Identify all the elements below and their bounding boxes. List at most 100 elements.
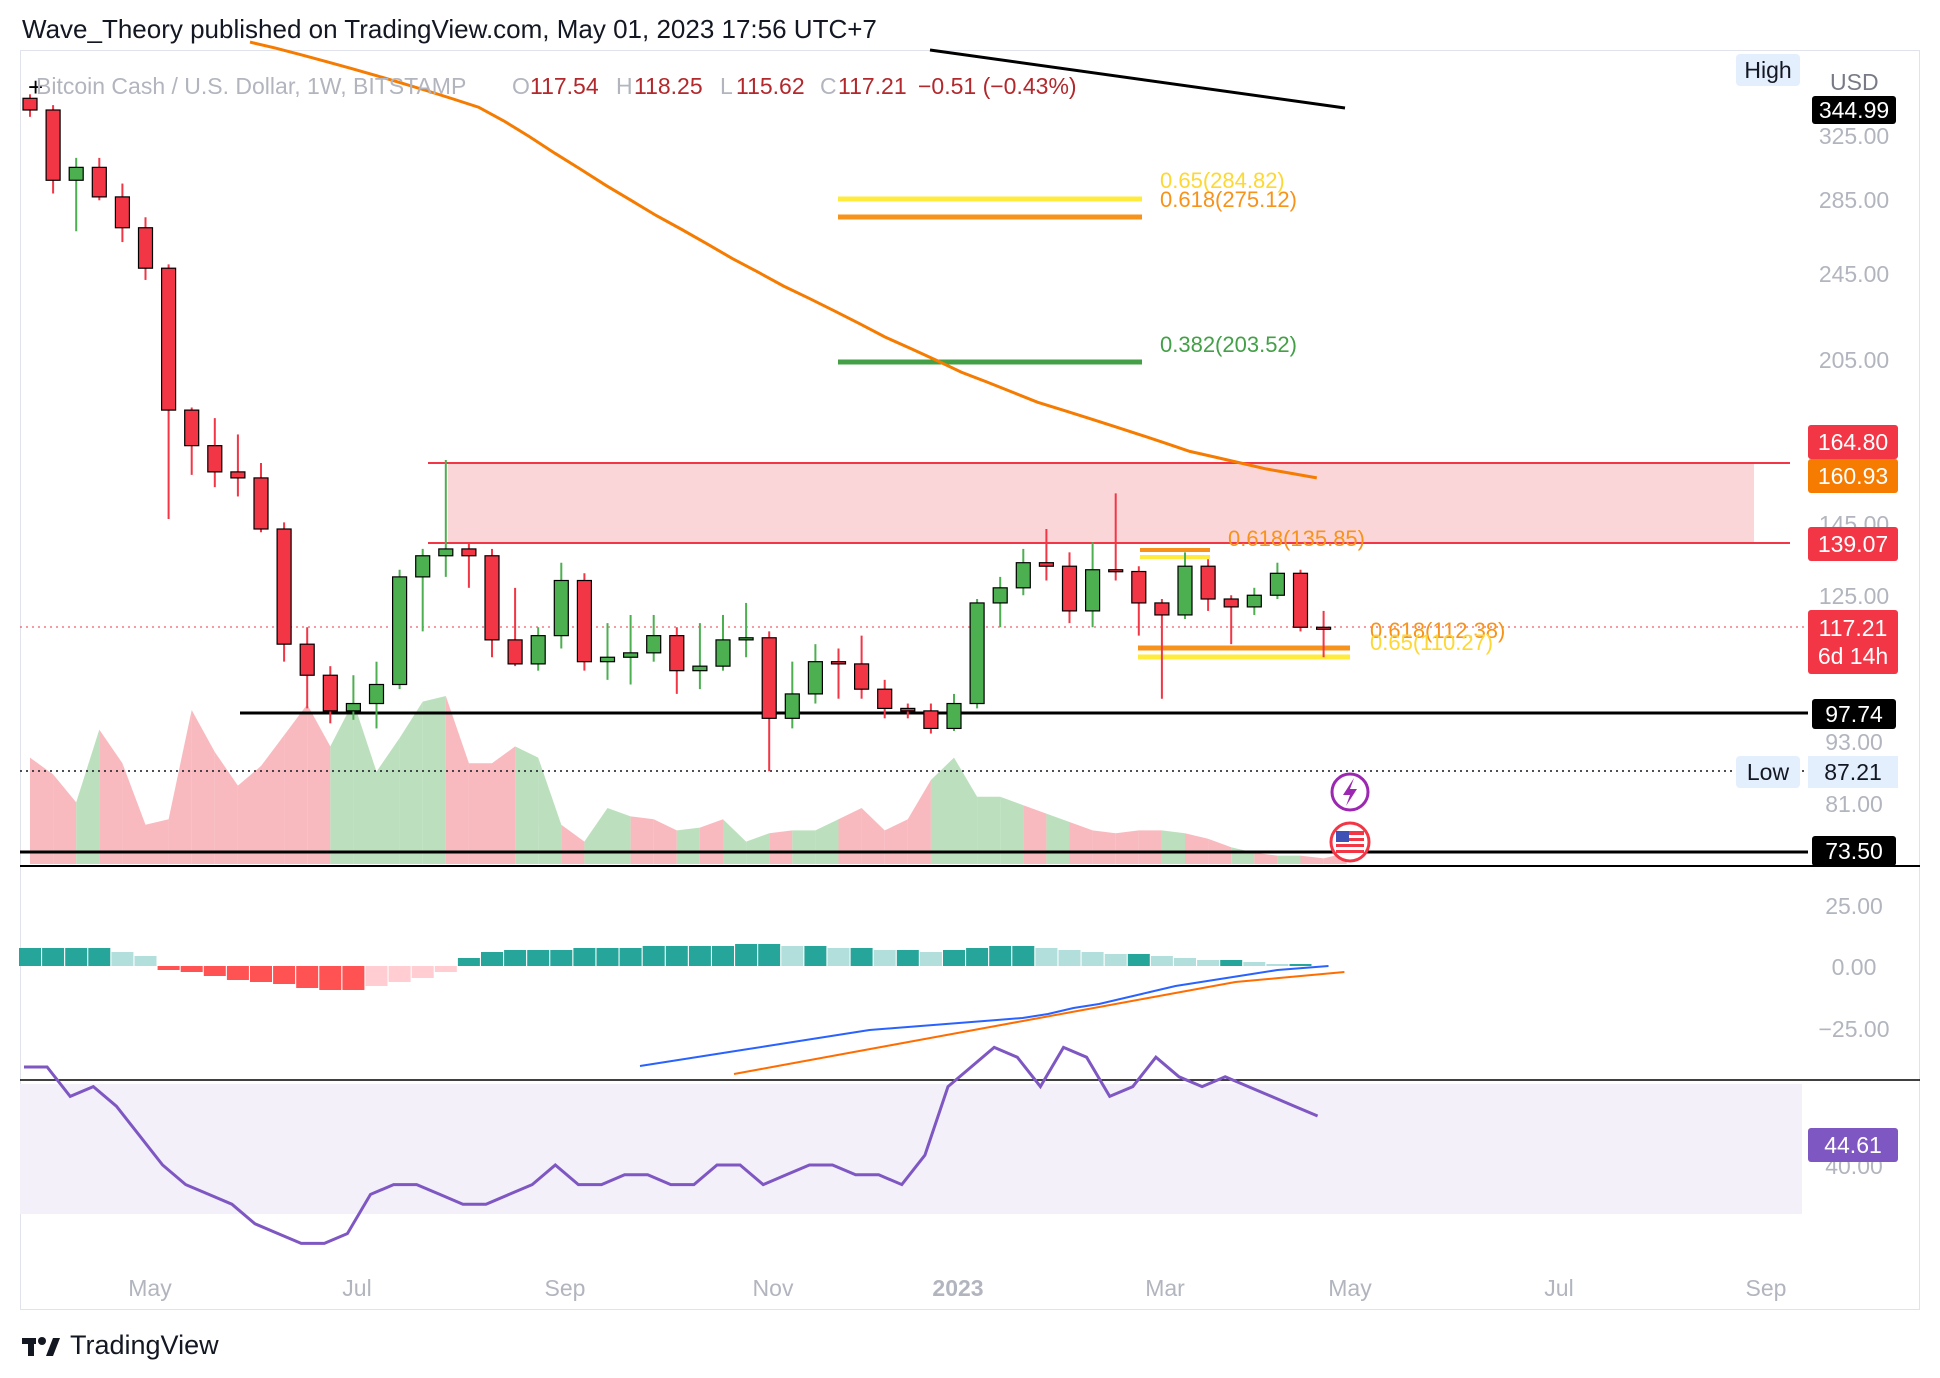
fib-label-0382: 0.382(203.52) [1160,332,1297,357]
volume-segment [515,746,539,864]
candle [1015,548,1031,596]
volume-segment [954,757,978,864]
fib-label-0618-lower: 0.618(112.38) [1370,618,1505,643]
volume-segment [53,774,77,864]
macd-tick-25: 25.00 [1825,893,1883,919]
volume-segment [561,824,585,864]
volume-segment [653,819,677,864]
volume-segment [723,819,747,864]
volume-area [30,696,1347,864]
price-label-73-text: 73.50 [1825,838,1883,864]
rsi-pane [24,1045,1319,1245]
fib-label-0618-mid: 0.618(135.85) [1228,526,1365,551]
chart-frame [20,50,1920,1310]
macd-bar [804,946,827,966]
volume-segment [261,735,285,864]
volume-segment [838,808,862,864]
price-label-87-box [1808,756,1898,788]
macd-bar [1058,950,1081,966]
candle [484,548,500,658]
candle [45,105,61,194]
candle [207,418,223,488]
macd-bar [1220,960,1243,966]
legend-h-value: 118.25 [634,73,703,99]
candle [553,562,569,649]
candle [969,599,985,709]
macd-bar [411,966,434,978]
candle [576,573,593,671]
macd-bar [1150,956,1173,966]
macd-bar [527,950,550,966]
candle [368,661,385,729]
macd-bar [42,948,65,966]
macd-bar [226,966,249,980]
candle [299,627,315,709]
volume-segment [1000,796,1024,864]
candle [738,602,754,658]
volume-segment [168,710,192,864]
volume-segment [746,833,770,864]
volume-segment [815,819,839,864]
legend-h-label: H [616,73,633,99]
candles [22,94,1332,772]
candle [91,157,107,201]
macd-bar [735,944,758,966]
candle [184,407,200,475]
footer: TradingView [22,1330,219,1361]
macd-bar [1174,958,1196,966]
candle [322,666,338,724]
candle [392,569,408,690]
svg-text:+: + [28,72,43,102]
candle [923,703,939,734]
macd-pane [19,944,1345,1075]
volume-segment [30,757,54,864]
y-tick-125: 125.00 [1819,583,1889,609]
candle [1154,599,1170,699]
price-scale[interactable]: High USD 344.99 325.00 285.00 245.00 205… [1736,54,1898,1179]
resistance-zone-layer [428,462,1790,544]
time-axis[interactable]: May Jul Sep Nov 2023 Mar May Jul Sep [128,1275,1786,1301]
resistance-zone [448,463,1754,543]
candle [507,587,523,667]
lightning-event-icon[interactable] [1330,772,1370,812]
macd-bar [434,966,457,972]
macd-bar [596,948,619,966]
high-label: High [1744,57,1791,83]
x-tick-2023: 2023 [932,1275,983,1301]
macd-bar [365,966,388,986]
x-tick-jul-2: Jul [1544,1275,1573,1301]
candle [1038,529,1055,581]
y-tick-93: 93.00 [1825,729,1883,755]
macd-bar [1012,946,1035,966]
volume-segment [376,738,400,864]
us-flag-event-icon[interactable] [1329,821,1371,863]
volume-segment [1092,830,1116,864]
candle [345,675,361,720]
price-label-160 [1808,459,1898,493]
candle [1315,610,1332,658]
volume-segment [607,808,631,864]
fib-label-065-lower: 0.65(110.27) [1370,630,1493,655]
macd-bar [1197,960,1220,966]
y-tick-285: 285.00 [1819,187,1889,213]
macd-bar [180,966,203,972]
volume-segment [191,710,215,864]
ema-line [249,40,1318,480]
candle [230,434,246,497]
candle [530,627,546,671]
candle [669,627,685,694]
candle [68,157,84,232]
x-tick-mar: Mar [1145,1275,1185,1301]
x-tick-sep: Sep [545,1275,586,1301]
macd-bar [457,958,480,966]
macd-bar [88,948,111,966]
volume-segment [237,766,261,864]
legend-o-label: O [512,73,530,99]
price-label-164-text: 164.80 [1818,429,1888,455]
macd-bar [827,948,850,966]
rsi-current-label [1808,1128,1898,1162]
price-label-117-text: 117.21 [1819,615,1888,641]
candle [1223,595,1239,645]
rsi-band [20,1084,1802,1214]
